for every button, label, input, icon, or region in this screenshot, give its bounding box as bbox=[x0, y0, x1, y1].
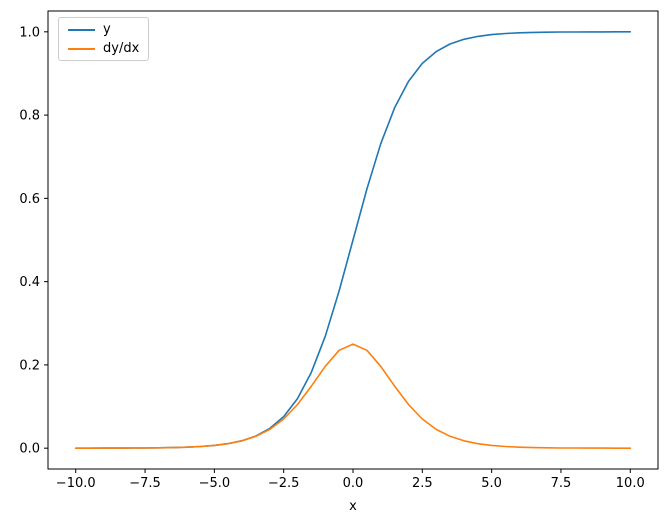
x-tick-label: −5.0 bbox=[199, 476, 231, 491]
legend-label-y: y bbox=[103, 22, 111, 37]
series-line-y bbox=[74, 30, 632, 450]
series-line-dydx bbox=[74, 343, 632, 450]
y-tick-label: 0.2 bbox=[19, 358, 40, 373]
y-tick-label: 0.0 bbox=[19, 442, 40, 457]
x-tick-label: 2.5 bbox=[412, 476, 433, 491]
x-tick-label: 7.5 bbox=[551, 476, 572, 491]
x-tick-label: −2.5 bbox=[268, 476, 300, 491]
legend-item-y: y bbox=[68, 23, 139, 36]
legend-swatch-y bbox=[68, 28, 95, 31]
x-axis-label: x bbox=[349, 499, 357, 514]
legend-item-dydx: dy/dx bbox=[68, 42, 139, 55]
x-tick-label: 10.0 bbox=[616, 476, 645, 491]
legend: y dy/dx bbox=[58, 17, 150, 61]
x-tick-label: 5.0 bbox=[481, 476, 502, 491]
x-tick-label: 0.0 bbox=[343, 476, 364, 491]
y-tick-label: 0.8 bbox=[19, 109, 40, 124]
legend-swatch-dydx bbox=[68, 47, 95, 50]
y-tick-label: 0.6 bbox=[19, 192, 40, 207]
y-tick-label: 1.0 bbox=[19, 25, 40, 40]
x-tick-label: −10.0 bbox=[56, 476, 96, 491]
legend-label-dydx: dy/dx bbox=[103, 41, 140, 56]
x-tick-label: −7.5 bbox=[129, 476, 161, 491]
y-tick-label: 0.4 bbox=[19, 275, 40, 290]
